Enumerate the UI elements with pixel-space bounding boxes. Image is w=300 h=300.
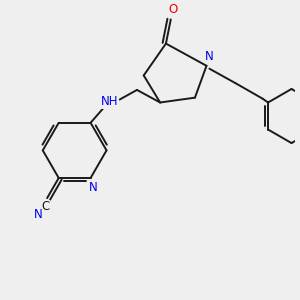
Text: N: N — [205, 50, 214, 63]
Text: NH: NH — [101, 95, 119, 108]
Text: N: N — [89, 181, 98, 194]
Text: C: C — [41, 200, 49, 213]
Text: N: N — [34, 208, 43, 221]
Text: O: O — [168, 3, 177, 16]
